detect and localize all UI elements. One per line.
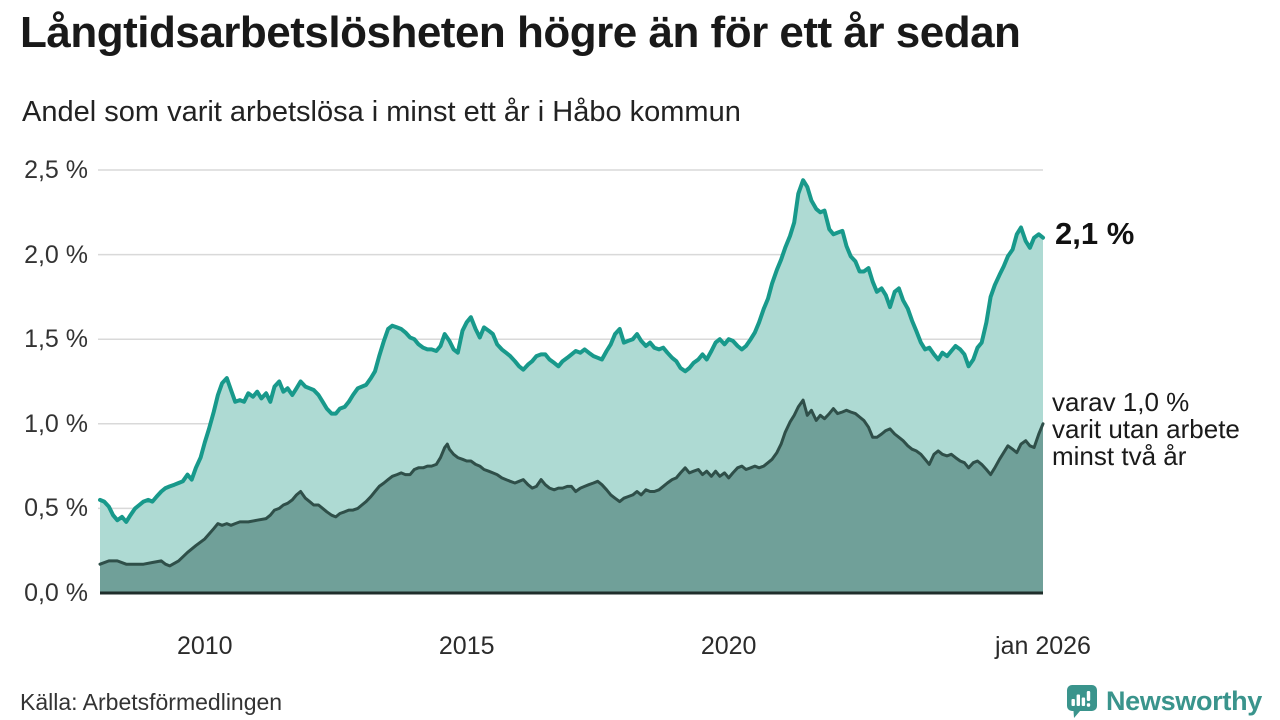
newsworthy-logo: Newsworthy	[1064, 684, 1262, 718]
y-tick-label: 0,0 %	[24, 579, 88, 607]
series-1-line	[98, 178, 1045, 524]
newsworthy-logo-text: Newsworthy	[1105, 685, 1262, 716]
annotation-line-3: minst två år	[1052, 441, 1187, 471]
source-note: Källa: Arbetsförmedlingen	[20, 689, 283, 715]
y-tick-label: 2,0 %	[24, 240, 88, 269]
series2-annotation: varav 1,0 % varit utan arbete minst två …	[1052, 389, 1240, 470]
y-tick-label: 1,5 %	[24, 325, 88, 354]
chart-bubble-icon	[1066, 685, 1097, 718]
y-tick-label: 2,5 %	[24, 156, 88, 184]
y-tick-label: 0,5 %	[24, 494, 88, 523]
x-tick-label: 2015	[438, 632, 495, 660]
y-tick-label: 1,0 %	[24, 409, 88, 438]
annotation-line-1: varav 1,0 %	[1052, 387, 1190, 417]
series-2-area	[100, 400, 1043, 593]
x-tick-label: 2020	[700, 632, 757, 660]
x-tick-label: 2010	[176, 632, 233, 660]
x-tick-label: jan 2026	[995, 632, 1091, 660]
series-2-line	[98, 398, 1045, 568]
page-subtitle: Andel som varit arbetslösa i minst ett å…	[22, 96, 741, 128]
series1-end-value-label: 2,1 %	[1055, 216, 1135, 251]
annotation-line-2: varit utan arbete	[1052, 414, 1240, 444]
page-title: Långtidsarbetslösheten högre än för ett …	[20, 8, 1021, 57]
